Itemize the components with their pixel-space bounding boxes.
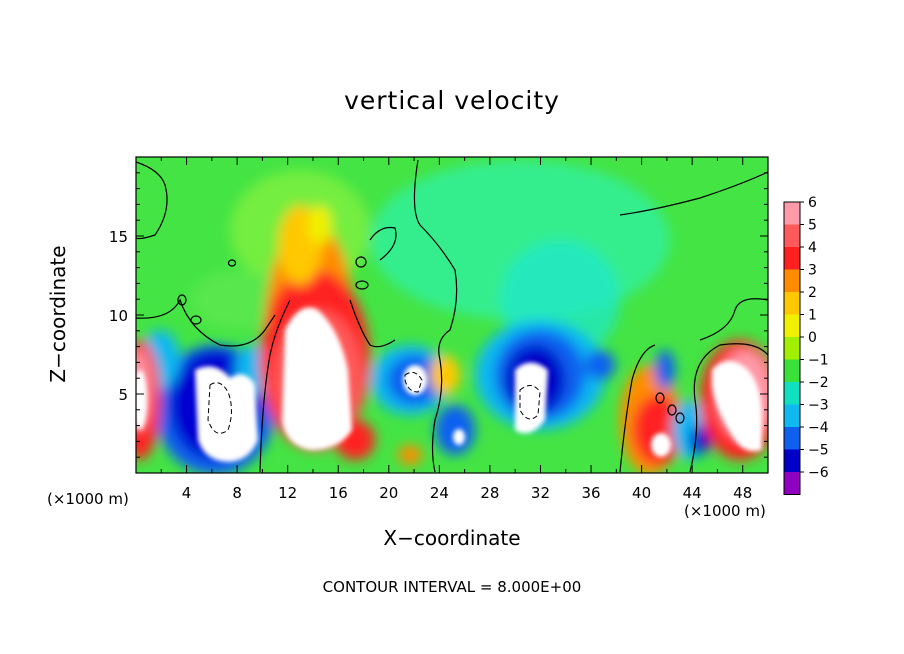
contour-lines bbox=[136, 159, 768, 473]
colorbar-swatch bbox=[784, 224, 800, 247]
x-unit-note-right: (×1000 m) bbox=[684, 502, 766, 520]
x-tick-label: 44 bbox=[683, 484, 702, 502]
colorbar-tick-label: −4 bbox=[808, 420, 829, 436]
colorbar-frame bbox=[783, 201, 801, 495]
colorbar-swatch bbox=[784, 314, 800, 337]
colorbar-tick-label: 0 bbox=[808, 330, 817, 346]
colorbar: 6 5 4 3 2 1 0 −1 −2 −3 −4 −5 −6 bbox=[783, 195, 829, 495]
x-tick-label: 32 bbox=[531, 484, 550, 502]
colorbar-tick-label: 2 bbox=[808, 285, 817, 301]
chart-title: vertical velocity bbox=[344, 86, 560, 115]
colorbar-tick-label: −2 bbox=[808, 375, 829, 391]
y-axis-label: Z−coordinate bbox=[46, 245, 70, 383]
colorbar-tick-label: −3 bbox=[808, 398, 829, 414]
x-tick-label: 28 bbox=[480, 484, 499, 502]
x-tick-label: 12 bbox=[278, 484, 297, 502]
colorbar-tick-label: 3 bbox=[808, 263, 817, 279]
x-tick-label: 40 bbox=[632, 484, 651, 502]
x-tick-label: 20 bbox=[379, 484, 398, 502]
colorbar-tick-label: 6 bbox=[808, 195, 817, 211]
x-tick-label: 4 bbox=[182, 484, 192, 502]
colorbar-tick-label: −5 bbox=[808, 443, 829, 459]
colorbar-swatch bbox=[784, 247, 800, 270]
colorbar-swatch bbox=[784, 269, 800, 292]
x-tick-label: 8 bbox=[232, 484, 242, 502]
colorbar-tick-label: −1 bbox=[808, 353, 829, 369]
colorbar-tick-label: −6 bbox=[808, 465, 829, 481]
colorbar-swatch bbox=[784, 202, 800, 225]
colorbar-swatch bbox=[784, 427, 800, 450]
y-tick-label: 5 bbox=[118, 386, 128, 404]
y-tick-label: 10 bbox=[109, 307, 128, 325]
negative-contours bbox=[207, 371, 541, 434]
colorbar-swatch bbox=[784, 382, 800, 405]
colorbar-tick-label: 4 bbox=[808, 240, 817, 256]
heatmap-field bbox=[136, 157, 768, 473]
colorbar-swatch bbox=[784, 292, 800, 315]
colorbar-tick-label: 1 bbox=[808, 308, 817, 324]
colorbar-swatch bbox=[784, 404, 800, 427]
colorbar-tick-label: 5 bbox=[808, 218, 817, 234]
x-axis-label: X−coordinate bbox=[383, 526, 521, 550]
colorbar-swatch bbox=[784, 359, 800, 382]
colorbar-swatch bbox=[784, 449, 800, 472]
contour-interval-note: CONTOUR INTERVAL = 8.000E+00 bbox=[322, 578, 582, 596]
x-tick-label: 16 bbox=[329, 484, 348, 502]
colorbar-swatch bbox=[784, 472, 800, 495]
y-tick-label: 15 bbox=[109, 228, 128, 246]
x-tick-label: 36 bbox=[581, 484, 600, 502]
x-tick-label: 24 bbox=[430, 484, 449, 502]
colorbar-swatch bbox=[784, 337, 800, 360]
x-tick-label: 48 bbox=[733, 484, 752, 502]
x-unit-note-left: (×1000 m) bbox=[47, 490, 129, 508]
